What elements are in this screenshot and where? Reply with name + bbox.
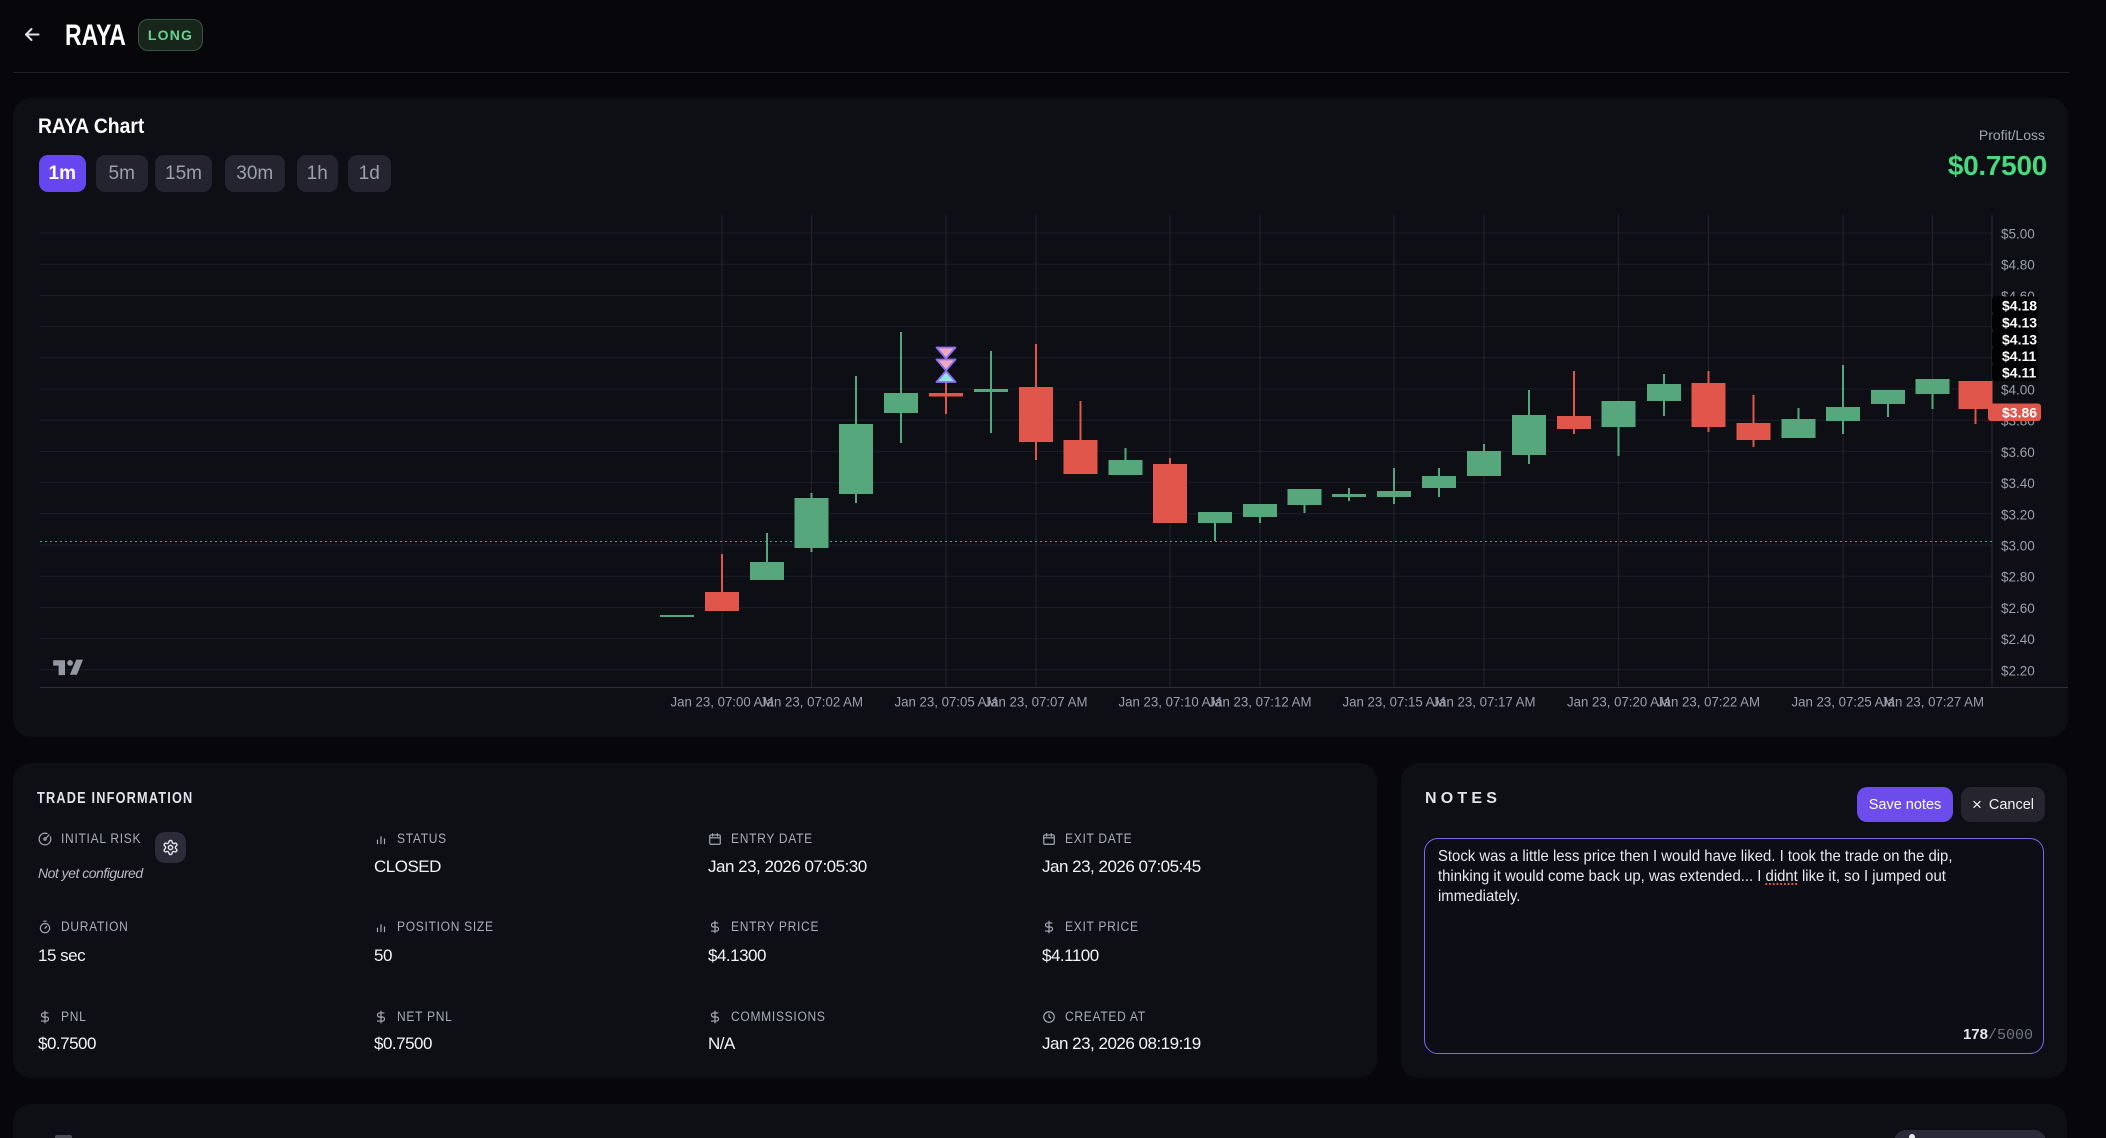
svg-text:Jan 23, 07:17 AM: Jan 23, 07:17 AM <box>1433 694 1536 710</box>
svg-text:$4.11: $4.11 <box>2002 348 2036 364</box>
svg-text:Jan 23, 07:10 AM: Jan 23, 07:10 AM <box>1119 694 1222 710</box>
svg-text:Jan 23, 07:25 AM: Jan 23, 07:25 AM <box>1792 694 1895 710</box>
svg-text:$3.20: $3.20 <box>2001 507 2035 522</box>
svg-text:Jan 23, 07:07 AM: Jan 23, 07:07 AM <box>985 694 1088 710</box>
svg-text:$2.80: $2.80 <box>2001 570 2035 585</box>
svg-text:$4.11: $4.11 <box>2002 364 2036 380</box>
svg-text:$3.00: $3.00 <box>2001 539 2035 554</box>
svg-text:$4.00: $4.00 <box>2001 383 2035 398</box>
svg-text:Jan 23, 07:05 AM: Jan 23, 07:05 AM <box>895 694 998 710</box>
svg-text:Jan 23, 07:02 AM: Jan 23, 07:02 AM <box>760 694 863 710</box>
svg-text:Jan 23, 07:20 AM: Jan 23, 07:20 AM <box>1567 694 1670 710</box>
svg-text:$3.40: $3.40 <box>2001 476 2035 491</box>
svg-text:$2.40: $2.40 <box>2001 632 2035 647</box>
svg-text:$4.18: $4.18 <box>2002 297 2037 313</box>
svg-text:$2.60: $2.60 <box>2001 601 2035 616</box>
svg-text:$4.13: $4.13 <box>2002 331 2037 347</box>
svg-text:Jan 23, 07:12 AM: Jan 23, 07:12 AM <box>1209 694 1312 710</box>
svg-text:$5.00: $5.00 <box>2001 227 2035 242</box>
svg-text:$2.20: $2.20 <box>2001 663 2035 678</box>
svg-text:Jan 23, 07:00 AM: Jan 23, 07:00 AM <box>671 694 774 710</box>
svg-text:Jan 23, 07:15 AM: Jan 23, 07:15 AM <box>1343 694 1446 710</box>
svg-text:$3.60: $3.60 <box>2001 445 2035 460</box>
svg-text:Jan 23, 07:22 AM: Jan 23, 07:22 AM <box>1657 694 1760 710</box>
svg-text:$3.86: $3.86 <box>2002 405 2037 421</box>
svg-text:Jan 23, 07:27 AM: Jan 23, 07:27 AM <box>1881 694 1984 710</box>
svg-text:$4.13: $4.13 <box>2002 314 2037 330</box>
svg-text:$4.80: $4.80 <box>2001 258 2035 273</box>
